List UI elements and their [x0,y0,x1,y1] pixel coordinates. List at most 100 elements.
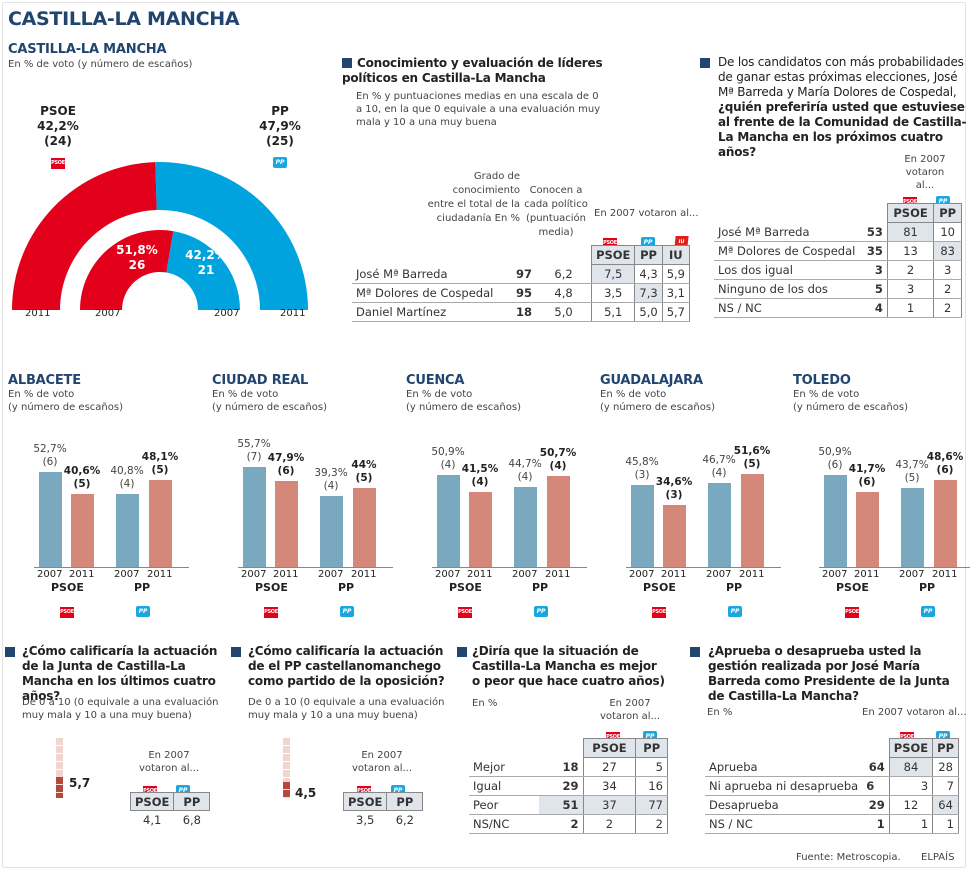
bar-psoe-2011 [856,491,879,567]
arc-psoe-2007 [80,230,174,310]
situation-title: ¿Diría que la situación de Castilla-La M… [457,644,667,689]
province-subtitle: En % de voto [212,389,279,400]
year-tick-label: 2011 [661,569,687,580]
pct-label: 48,1% [141,451,179,464]
bar-psoe-2007 [631,484,654,567]
psoe-logo-icon: PSOE [143,786,157,797]
bar-pp-2007 [320,496,343,567]
parliament-chart [12,162,308,310]
province-title: ALBACETE [8,373,81,388]
bar-value-label: 50,7% (4) [535,447,581,473]
score-fill [56,777,63,798]
bar-value-label: 46,7% (4) [696,454,742,480]
psoe-logo-icon: PSOE [603,238,617,249]
year-label: 2007 [214,308,240,319]
seats-label: (3) [665,488,683,501]
psoe-logo-icon: PSOE [51,158,65,169]
pp-2007-label: 42,2% 21 [181,248,231,278]
x-axis [432,567,587,568]
province-title: CUENCA [406,373,465,388]
pp-logo-icon: PP [728,606,742,617]
year-tick-label: 2007 [822,569,848,580]
pp-logo-icon: PP [641,237,655,248]
bar-psoe-2011 [663,504,686,567]
pp-name: PP [271,104,289,118]
seats-label: (4) [711,466,727,479]
party-label: PP [338,581,355,594]
bar-value-label: 44,7% (4) [502,458,548,484]
year-tick-label: 2007 [114,569,140,580]
year-tick-label: 2011 [739,569,765,580]
province-subtitle: (y número de escaños) [212,402,327,413]
psoe-2011-label: PSOE 42,2% (24) PSOE [30,104,86,169]
opposition-score: 4,5 [295,786,317,800]
pct-label: 47,9% [267,451,305,464]
leaders-title: Conocimiento y evaluación de líderes pol… [342,56,603,85]
table-row: José Mª Barreda 97 6,2 7,5 4,3 5,9 [352,264,691,284]
party-label: PP [532,581,549,594]
year-tick-label: 2011 [854,569,880,580]
junta-score-bar [56,738,63,798]
table-row: José Mª Barreda 53 81 10 [714,222,962,242]
year-tick-label: 2007 [37,569,63,580]
table-row: NS / NC 1 1 1 [705,814,959,834]
bullet-icon [5,647,15,657]
opposition-subtitle: De 0 a 10 (0 equivale a una evaluación m… [248,697,445,721]
bar-value-label: 43,7% (5) [889,459,935,485]
leaders-table: PSOE PP IU José Mª Barreda 97 6,2 7,5 4,… [352,245,691,322]
seats-label: (7) [246,450,262,463]
year-label: 2011 [280,308,306,319]
seats-label: (6) [42,456,58,469]
bar-value-label: 34,6% (3) [651,476,697,502]
preference-title: De los candidatos con más probabilidades… [700,55,968,160]
table-row: Daniel Martínez 18 5,0 5,1 5,0 5,7 [352,302,691,322]
year-tick-label: 2007 [435,569,461,580]
bar-value-label: 40,6% (5) [59,465,105,491]
bar-pp-2011 [741,474,764,567]
col-header: PP [933,203,962,223]
seats-label: (5) [355,471,373,484]
pp-2011-seats: (25) [266,134,294,148]
bar-value-label: 50,9% (4) [425,446,471,472]
year-tick-label: 2007 [241,569,267,580]
pp-logo-icon: PP [534,606,548,617]
pp-logo-icon: PP [176,785,190,796]
regional-title: CASTILLA-LA MANCHA [8,42,167,57]
seats-label: (4) [119,477,135,490]
leaders-col-score: Conocen a cada político (puntuación medi… [524,185,588,238]
psoe-2011-seats: (24) [44,134,72,148]
table-row: NS/NC 2 2 2 [469,814,668,834]
year-tick-label: 2011 [932,569,958,580]
bar-psoe-2011 [275,480,298,567]
seats-label: (6) [827,459,843,472]
bar-value-label: 39,3% (4) [308,467,354,493]
pp-logo-icon: PP [340,606,354,617]
bullet-icon [700,58,710,68]
pct-label: 44% [351,458,377,471]
pct-label: 44,7% [508,457,542,470]
year-tick-label: 2011 [467,569,493,580]
province-subtitle: (y número de escaños) [8,402,123,413]
seats-label: (4) [549,459,567,472]
party-label: PSOE [449,581,482,594]
year-tick-label: 2011 [351,569,377,580]
bar-pp-2011 [934,479,957,567]
x-axis [34,567,189,568]
approval-title: ¿Aprueba o desaprueba usted la gestión r… [690,644,965,704]
seats-label: (3) [634,468,650,481]
pp-logo-icon: PP [391,785,405,796]
party-label: PSOE [51,581,84,594]
party-label: PSOE [643,581,676,594]
province-subtitle: En % de voto [600,389,667,400]
party-label: PSOE [836,581,869,594]
pct-label: 50,9% [818,446,852,459]
table-row: Ni aprueba ni desaprueba 6 3 7 [705,776,959,796]
table-row: Desaprueba 29 12 64 [705,795,959,815]
party-label: PP [134,581,151,594]
year-label: 2011 [25,308,51,319]
bar-value-label: 44% (5) [341,459,387,485]
pct-label: 46,7% [702,453,736,466]
bar-value-label: 40,8% (4) [104,465,150,491]
psoe-logo-icon: PSOE [60,607,74,618]
